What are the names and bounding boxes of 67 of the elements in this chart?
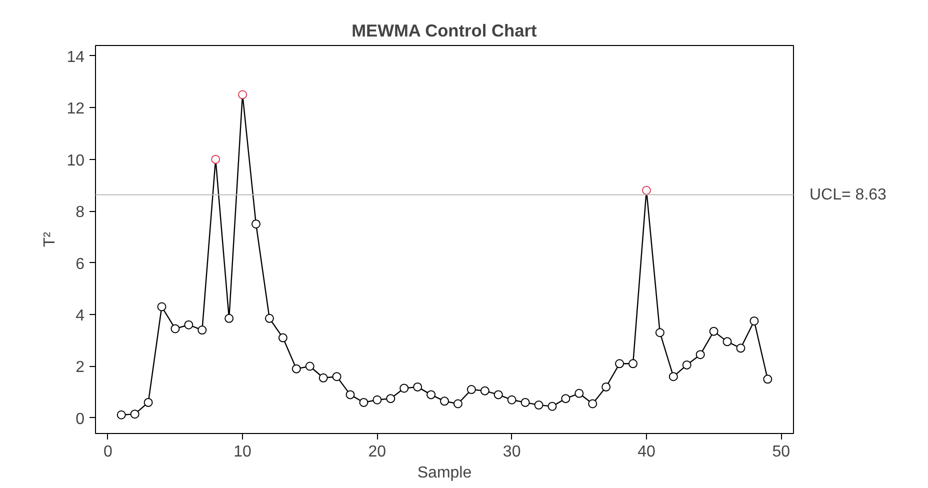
point bbox=[548, 402, 557, 411]
x-axis-title: Sample bbox=[417, 464, 472, 482]
point bbox=[588, 399, 598, 408]
y-tick-label: 14 bbox=[66, 48, 85, 66]
point bbox=[305, 362, 314, 371]
x-tick-label: 0 bbox=[103, 444, 112, 460]
point bbox=[116, 410, 126, 420]
y-tick-label: 4 bbox=[76, 308, 85, 325]
point bbox=[494, 390, 503, 400]
point bbox=[628, 359, 638, 368]
point bbox=[157, 302, 166, 312]
point bbox=[346, 390, 355, 400]
point bbox=[251, 219, 260, 228]
point bbox=[184, 320, 194, 330]
point bbox=[507, 395, 516, 404]
point bbox=[372, 395, 382, 404]
point bbox=[198, 326, 207, 335]
point bbox=[400, 384, 409, 393]
point bbox=[736, 344, 746, 353]
point bbox=[520, 398, 530, 407]
point bbox=[655, 328, 664, 338]
point bbox=[332, 372, 342, 382]
x-tick-label: 30 bbox=[502, 444, 521, 460]
point bbox=[668, 372, 678, 382]
point bbox=[238, 90, 248, 100]
point bbox=[144, 398, 153, 407]
point bbox=[318, 373, 328, 382]
point bbox=[615, 359, 624, 368]
point bbox=[264, 314, 274, 323]
point bbox=[130, 410, 140, 419]
point bbox=[480, 386, 490, 396]
y-tick-label: 12 bbox=[66, 100, 85, 118]
x-tick-label: 20 bbox=[368, 444, 386, 460]
point bbox=[426, 390, 436, 400]
y-tick-label: 10 bbox=[66, 152, 85, 170]
point bbox=[642, 186, 651, 195]
point bbox=[224, 314, 234, 323]
ref-line-label: UCL= 8.63 bbox=[810, 186, 887, 204]
y-tick-label: 0 bbox=[76, 410, 85, 428]
point bbox=[453, 399, 462, 408]
y-tick-label: 8 bbox=[76, 204, 85, 222]
point bbox=[722, 337, 732, 346]
point bbox=[170, 324, 180, 334]
point bbox=[292, 364, 301, 374]
x-tick-label: 40 bbox=[638, 444, 656, 460]
point bbox=[682, 360, 692, 370]
x-tick-label: 50 bbox=[772, 444, 790, 460]
y-tick-label: 6 bbox=[76, 256, 85, 273]
point bbox=[359, 398, 368, 407]
point bbox=[278, 333, 288, 342]
y-tick-label: 2 bbox=[76, 359, 85, 376]
chart-title: MEWMA Control Chart bbox=[352, 20, 537, 40]
point bbox=[750, 316, 759, 326]
point bbox=[561, 394, 570, 404]
point bbox=[574, 388, 584, 398]
point bbox=[763, 374, 772, 384]
point bbox=[534, 400, 544, 410]
point bbox=[386, 394, 396, 404]
point bbox=[211, 154, 220, 164]
point bbox=[413, 382, 422, 392]
point bbox=[696, 350, 705, 360]
y-axis-title: T² bbox=[42, 231, 59, 248]
point bbox=[709, 326, 718, 336]
x-tick-label: 10 bbox=[234, 444, 252, 460]
point bbox=[440, 396, 449, 406]
point bbox=[466, 385, 476, 394]
point bbox=[602, 382, 611, 392]
